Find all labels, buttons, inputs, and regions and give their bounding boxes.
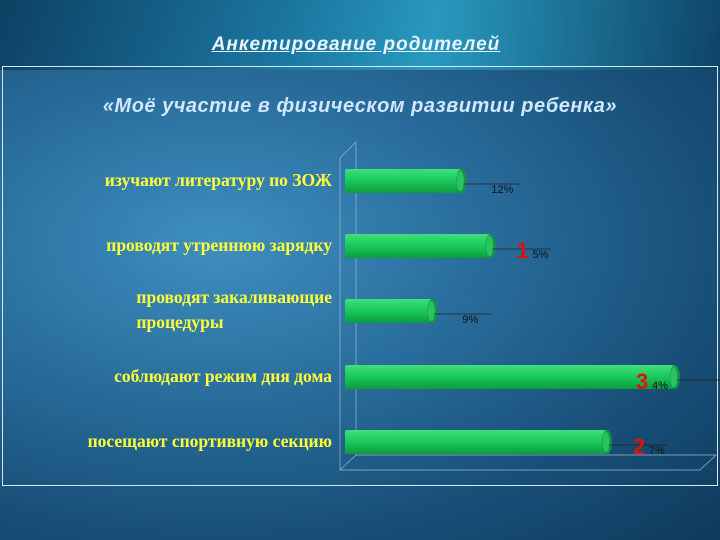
category-label-line: изучают литературу по ЗОЖ bbox=[104, 169, 332, 190]
category-label-line: посещают спортивную секцию bbox=[87, 430, 332, 451]
chart-title: «Моё участие в физическом развитии ребен… bbox=[102, 95, 618, 117]
rank-marker: 1 bbox=[517, 238, 529, 263]
bar bbox=[345, 365, 675, 389]
category-label-line: проводят утреннюю зарядку bbox=[106, 234, 332, 255]
category-label: изучают литературу по ЗОЖ bbox=[105, 168, 332, 193]
value-label: 7% bbox=[649, 445, 665, 457]
bar-end-highlight bbox=[456, 171, 464, 191]
bar bbox=[345, 299, 433, 323]
category-label: проводят утреннюю зарядку bbox=[106, 233, 332, 258]
bar bbox=[345, 169, 462, 193]
bar bbox=[345, 234, 491, 258]
category-label: соблюдают режим дня дома bbox=[114, 364, 332, 389]
page-title: Анкетирование родителей bbox=[211, 34, 501, 55]
bar-end-highlight bbox=[427, 301, 435, 321]
bar bbox=[345, 430, 607, 454]
bar-end-highlight bbox=[670, 367, 678, 387]
rank-marker: 3 bbox=[636, 369, 648, 394]
chart-floor bbox=[340, 454, 717, 471]
value-label: 9% bbox=[462, 314, 478, 326]
category-label-line: процедуры bbox=[136, 312, 224, 332]
category-label-line: проводят закаливающие bbox=[136, 287, 332, 307]
bar-end-highlight bbox=[486, 236, 493, 256]
value-label: 4% bbox=[652, 380, 668, 392]
rank-marker: 2 bbox=[633, 434, 645, 459]
slide-frame bbox=[2, 66, 718, 486]
value-label: 12% bbox=[491, 184, 513, 196]
category-label: посещают спортивную секцию bbox=[88, 429, 332, 454]
category-label: проводят закаливающие процедуры bbox=[136, 285, 332, 335]
header-swoosh-decoration bbox=[0, 0, 720, 70]
value-label: 5% bbox=[533, 249, 549, 261]
bar-end-highlight bbox=[602, 432, 610, 452]
category-label-line: соблюдают режим дня дома bbox=[114, 365, 332, 386]
